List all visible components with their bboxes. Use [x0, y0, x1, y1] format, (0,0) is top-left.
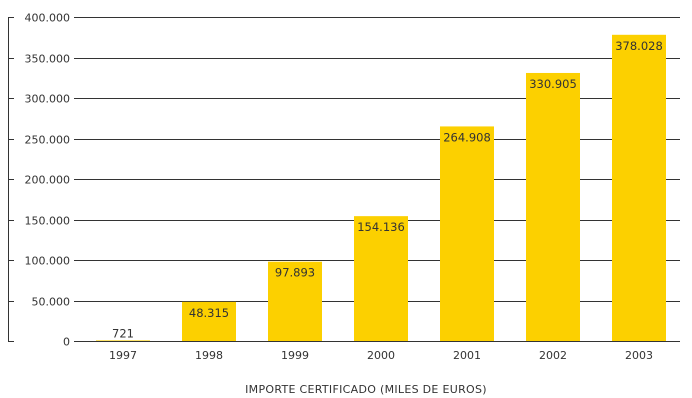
bar-value-labels: 721 48.315 97.893 154.136 264.908 330.905 378.…: [112, 39, 663, 341]
y-tick-label: 150.000: [25, 215, 71, 228]
bar-value-label-2000: 154.136: [357, 220, 405, 234]
bar-2001: [440, 126, 494, 341]
bar-1998: [182, 301, 236, 341]
y-tick-label: 350.000: [25, 53, 71, 66]
x-tick-label-1997: 1997: [109, 349, 137, 362]
y-tick-label: 400.000: [25, 12, 71, 25]
x-tick-label-2002: 2002: [539, 349, 567, 362]
x-tick-label-2001: 2001: [453, 349, 481, 362]
bar-value-label-2003: 378.028: [615, 39, 663, 53]
x-axis-title: IMPORTE CERTIFICADO (MILES DE EUROS): [245, 383, 487, 396]
bar-2003: [612, 34, 666, 341]
y-tick-label: 300.000: [25, 93, 71, 106]
bar-1997: [96, 340, 150, 341]
y-tick-label: 0: [63, 336, 70, 349]
bar-value-label-2001: 264.908: [443, 130, 491, 144]
bar-value-label-1998: 48.315: [189, 306, 229, 320]
bar-value-label-1999: 97.893: [275, 266, 315, 280]
bar-value-label-1997: 721: [112, 326, 134, 340]
x-tick-label-2000: 2000: [367, 349, 395, 362]
bars: [96, 34, 666, 341]
bar-2000: [354, 216, 408, 341]
bar-1999: [268, 261, 322, 341]
x-tick-label-1998: 1998: [195, 349, 223, 362]
x-tick-label-1999: 1999: [281, 349, 309, 362]
y-tick-label: 50.000: [32, 296, 71, 309]
y-tick-label: 200.000: [25, 174, 71, 187]
x-tick-label-2003: 2003: [625, 349, 653, 362]
bar-value-label-2002: 330.905: [529, 77, 577, 91]
x-axis-ticks: 1997 1998 1999 2000 2001 2002 2003: [109, 349, 653, 362]
bar-2002: [526, 72, 580, 341]
y-tick-label: 250.000: [25, 134, 71, 147]
y-tick-label: 100.000: [25, 255, 71, 268]
y-axis-ticks: 0 50.000 100.000 150.000 200.000 250.000 300.0…: [25, 12, 71, 349]
